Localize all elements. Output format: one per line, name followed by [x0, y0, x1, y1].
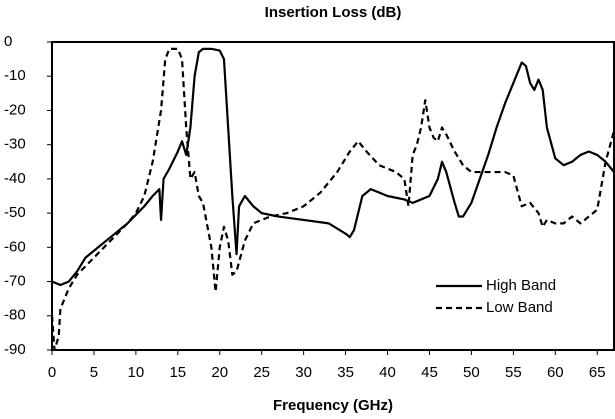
x-tick-label: 35: [337, 364, 354, 381]
y-tick-label: -30: [4, 136, 26, 153]
line-series: [52, 47, 614, 287]
chart-title: Insertion Loss (dB): [265, 4, 402, 21]
x-tick-label: 30: [295, 364, 312, 381]
y-tick-label: -20: [4, 101, 26, 118]
x-tick-label: 60: [547, 364, 564, 381]
y-tick-label: -80: [4, 307, 26, 324]
x-tick-label: 5: [90, 364, 98, 381]
plot-frame: [51, 41, 615, 351]
x-axis-label: Frequency (GHz): [273, 397, 393, 414]
x-tick-label: 15: [169, 364, 186, 381]
y-tick-label: -90: [4, 341, 26, 358]
x-tick-label: 25: [253, 364, 270, 381]
x-tick-label: 50: [463, 364, 480, 381]
x-tick-label: 20: [211, 364, 228, 381]
x-tick-label: 55: [505, 364, 522, 381]
y-tick-label: -40: [4, 170, 26, 187]
line-series: [52, 47, 614, 350]
legend-label: Low Band: [486, 299, 553, 316]
x-tick-label: 45: [421, 364, 438, 381]
x-tick-label: 40: [379, 364, 396, 381]
x-tick-label: 10: [128, 364, 145, 381]
x-tick-label: 65: [589, 364, 606, 381]
legend-box: [430, 272, 610, 324]
legend-label: High Band: [486, 277, 556, 294]
y-tick-label: -50: [4, 204, 26, 221]
y-tick-label: -60: [4, 238, 26, 255]
y-tick-label: 0: [4, 33, 12, 50]
y-tick-label: -10: [4, 67, 26, 84]
x-tick-label: 0: [48, 364, 56, 381]
y-tick-label: -70: [4, 273, 26, 290]
